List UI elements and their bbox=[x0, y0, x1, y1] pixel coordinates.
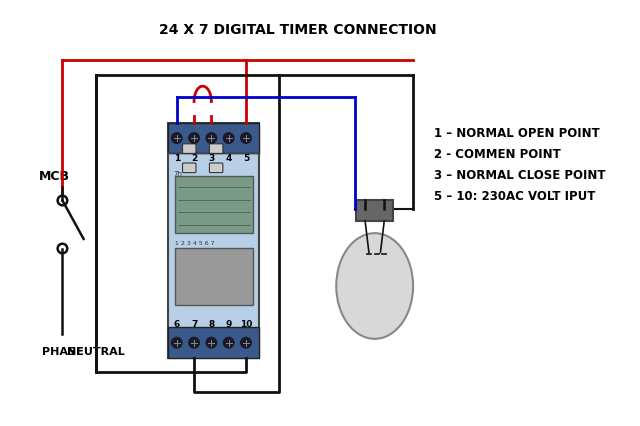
Text: NEUTRAL: NEUTRAL bbox=[67, 346, 125, 357]
Text: 4: 4 bbox=[225, 153, 232, 162]
Text: 3 – NORMAL CLOSE POINT: 3 – NORMAL CLOSE POINT bbox=[435, 169, 605, 181]
Text: 7: 7 bbox=[191, 319, 197, 328]
Circle shape bbox=[172, 337, 182, 348]
Text: PHASE: PHASE bbox=[42, 346, 83, 357]
FancyBboxPatch shape bbox=[175, 176, 253, 233]
Text: 2: 2 bbox=[191, 153, 197, 162]
Text: MCB: MCB bbox=[39, 170, 70, 183]
FancyBboxPatch shape bbox=[168, 124, 259, 154]
Circle shape bbox=[206, 133, 217, 144]
FancyBboxPatch shape bbox=[168, 328, 259, 358]
Circle shape bbox=[241, 337, 252, 348]
FancyBboxPatch shape bbox=[356, 200, 393, 221]
Text: 10: 10 bbox=[240, 319, 252, 328]
Text: 2 - COMMEN POINT: 2 - COMMEN POINT bbox=[435, 147, 561, 161]
Text: 1 – NORMAL OPEN POINT: 1 – NORMAL OPEN POINT bbox=[435, 127, 600, 139]
FancyBboxPatch shape bbox=[175, 248, 253, 305]
Circle shape bbox=[172, 133, 182, 144]
Circle shape bbox=[189, 133, 199, 144]
Text: 6: 6 bbox=[173, 319, 180, 328]
FancyBboxPatch shape bbox=[209, 164, 223, 173]
Circle shape bbox=[241, 133, 252, 144]
FancyBboxPatch shape bbox=[182, 144, 196, 154]
Text: 24 X 7 DIGITAL TIMER CONNECTION: 24 X 7 DIGITAL TIMER CONNECTION bbox=[159, 23, 436, 37]
Circle shape bbox=[223, 133, 234, 144]
Text: 1: 1 bbox=[173, 153, 180, 162]
Ellipse shape bbox=[336, 233, 413, 339]
Circle shape bbox=[206, 337, 217, 348]
FancyBboxPatch shape bbox=[182, 164, 196, 173]
Text: 5 – 10: 230AC VOLT IPUT: 5 – 10: 230AC VOLT IPUT bbox=[435, 190, 596, 203]
FancyBboxPatch shape bbox=[209, 144, 223, 154]
Text: 7h: 7h bbox=[173, 170, 182, 176]
Text: 1 2 3 4 5 6 7: 1 2 3 4 5 6 7 bbox=[175, 241, 214, 246]
FancyBboxPatch shape bbox=[168, 124, 259, 358]
Text: 9: 9 bbox=[225, 319, 232, 328]
Circle shape bbox=[223, 337, 234, 348]
Text: 8: 8 bbox=[208, 319, 214, 328]
Circle shape bbox=[189, 337, 199, 348]
Text: 3: 3 bbox=[208, 153, 214, 162]
Text: 5: 5 bbox=[243, 153, 249, 162]
